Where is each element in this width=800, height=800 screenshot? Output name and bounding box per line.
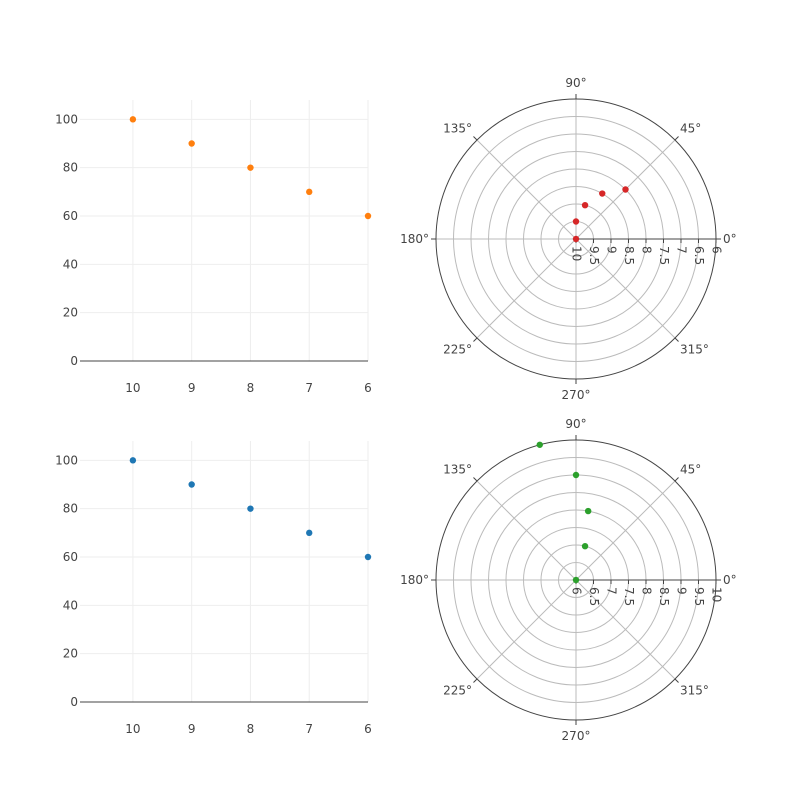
- angular-gridline: [476, 238, 577, 339]
- data-point: [306, 529, 313, 537]
- x-tick-label: 6: [364, 381, 372, 395]
- subplots: 10 9 8 7 60204060801000°45°90°135°180°225°27…: [55, 76, 737, 743]
- x-tick-label: 8: [247, 381, 255, 395]
- x-tick-label: 9: [188, 722, 196, 736]
- data-point: [581, 201, 589, 209]
- angular-tick-label: 270°: [562, 729, 591, 743]
- angular-gridline: [476, 579, 577, 680]
- data-point: [584, 507, 592, 515]
- radial-tick-label: 7: [605, 587, 619, 595]
- radial-tick-label: 6: [710, 246, 724, 254]
- data-point: [306, 188, 313, 196]
- x-tick-label: 9: [188, 381, 196, 395]
- data-point: [599, 190, 606, 197]
- angular-tick-label: 180°: [400, 573, 429, 587]
- angular-tick: [674, 678, 679, 683]
- y-tick-label: 40: [63, 598, 78, 612]
- data-point: [572, 576, 580, 584]
- angular-tick: [674, 337, 679, 342]
- angular-tick-label: 45°: [680, 463, 701, 477]
- angular-gridline: [575, 238, 676, 339]
- radial-tick-label: 9: [605, 246, 619, 254]
- data-point: [129, 457, 137, 464]
- polar-subplot-1: 0° 45° 90° 135° 180° 225° 270° 315° 10 9.5 9 8.5 8 7.…: [400, 76, 737, 402]
- data-point: [188, 140, 195, 147]
- angular-tick-label: 225°: [443, 342, 472, 356]
- radial-tick-label: 9.5: [587, 246, 601, 265]
- angular-tick-label: 135°: [443, 122, 472, 136]
- radial-tick-label: 8: [640, 246, 654, 254]
- radial-tick-label: 8.5: [622, 246, 636, 265]
- y-tick-label: 60: [63, 550, 78, 564]
- x-tick-label: 8: [247, 722, 255, 736]
- data-point: [581, 542, 589, 550]
- angular-tick-label: 0°: [723, 573, 737, 587]
- y-tick-label: 0: [70, 695, 78, 709]
- radial-tick-label: 7: [675, 246, 689, 254]
- x-tick-label: 10: [125, 722, 140, 736]
- data-point: [129, 116, 137, 123]
- angular-tick-label: 315°: [680, 342, 709, 356]
- x-tick-label: 6: [364, 722, 372, 736]
- angular-tick-label: 270°: [562, 388, 591, 402]
- data-point: [364, 553, 372, 561]
- radial-tick-label: 7.5: [622, 587, 636, 606]
- radial-tick-label: 10: [570, 246, 584, 261]
- angular-tick-label: 90°: [565, 76, 586, 90]
- radial-tick-label: 7.5: [657, 246, 671, 265]
- radial-tick-label: 8.5: [657, 587, 671, 606]
- y-tick-label: 0: [70, 354, 78, 368]
- angular-gridline: [575, 480, 676, 581]
- y-tick-label: 80: [63, 161, 78, 175]
- angular-gridline: [476, 480, 577, 581]
- angular-tick-label: 225°: [443, 683, 472, 697]
- radial-tick-label: 6.5: [587, 587, 601, 606]
- angular-tick: [674, 136, 679, 141]
- y-tick-label: 100: [55, 112, 78, 126]
- y-tick-label: 80: [63, 502, 78, 516]
- angular-tick-label: 135°: [443, 463, 472, 477]
- angular-gridline: [575, 579, 676, 680]
- angular-tick-label: 315°: [680, 683, 709, 697]
- angular-tick: [473, 337, 478, 342]
- angular-tick: [473, 136, 478, 141]
- radial-tick-label: 6: [570, 587, 584, 595]
- radial-tick-label: 10: [710, 587, 724, 602]
- angular-tick-label: 0°: [723, 232, 737, 246]
- data-point: [536, 441, 543, 448]
- angular-tick-label: 90°: [565, 417, 586, 431]
- angular-tick-label: 45°: [680, 122, 701, 136]
- polar-subplot-2: 0° 45° 90° 135° 180° 225° 270° 315° 6 6.5 7 7.5 8 8.5…: [400, 417, 737, 743]
- y-tick-label: 20: [63, 306, 78, 320]
- y-tick-label: 40: [63, 257, 78, 271]
- radial-tick-label: 6.5: [692, 246, 706, 265]
- x-tick-label: 7: [305, 381, 313, 395]
- y-tick-label: 60: [63, 209, 78, 223]
- data-point: [572, 471, 580, 479]
- angular-tick: [674, 477, 679, 482]
- data-point: [622, 186, 629, 193]
- angular-tick-label: 180°: [400, 232, 429, 246]
- radial-tick-label: 9.5: [692, 587, 706, 606]
- y-tick-label: 20: [63, 647, 78, 661]
- y-tick-label: 100: [55, 453, 78, 467]
- data-point: [572, 235, 580, 243]
- angular-tick: [473, 678, 478, 683]
- x-tick-label: 7: [305, 722, 313, 736]
- angular-gridline: [476, 139, 577, 240]
- data-point: [188, 481, 195, 488]
- data-point: [364, 212, 372, 220]
- data-point: [247, 164, 254, 171]
- radial-tick-label: 9: [675, 587, 689, 595]
- data-point: [247, 505, 254, 512]
- x-tick-label: 10: [125, 381, 140, 395]
- radial-tick-label: 8: [640, 587, 654, 595]
- data-point: [572, 218, 580, 225]
- angular-tick: [473, 477, 478, 482]
